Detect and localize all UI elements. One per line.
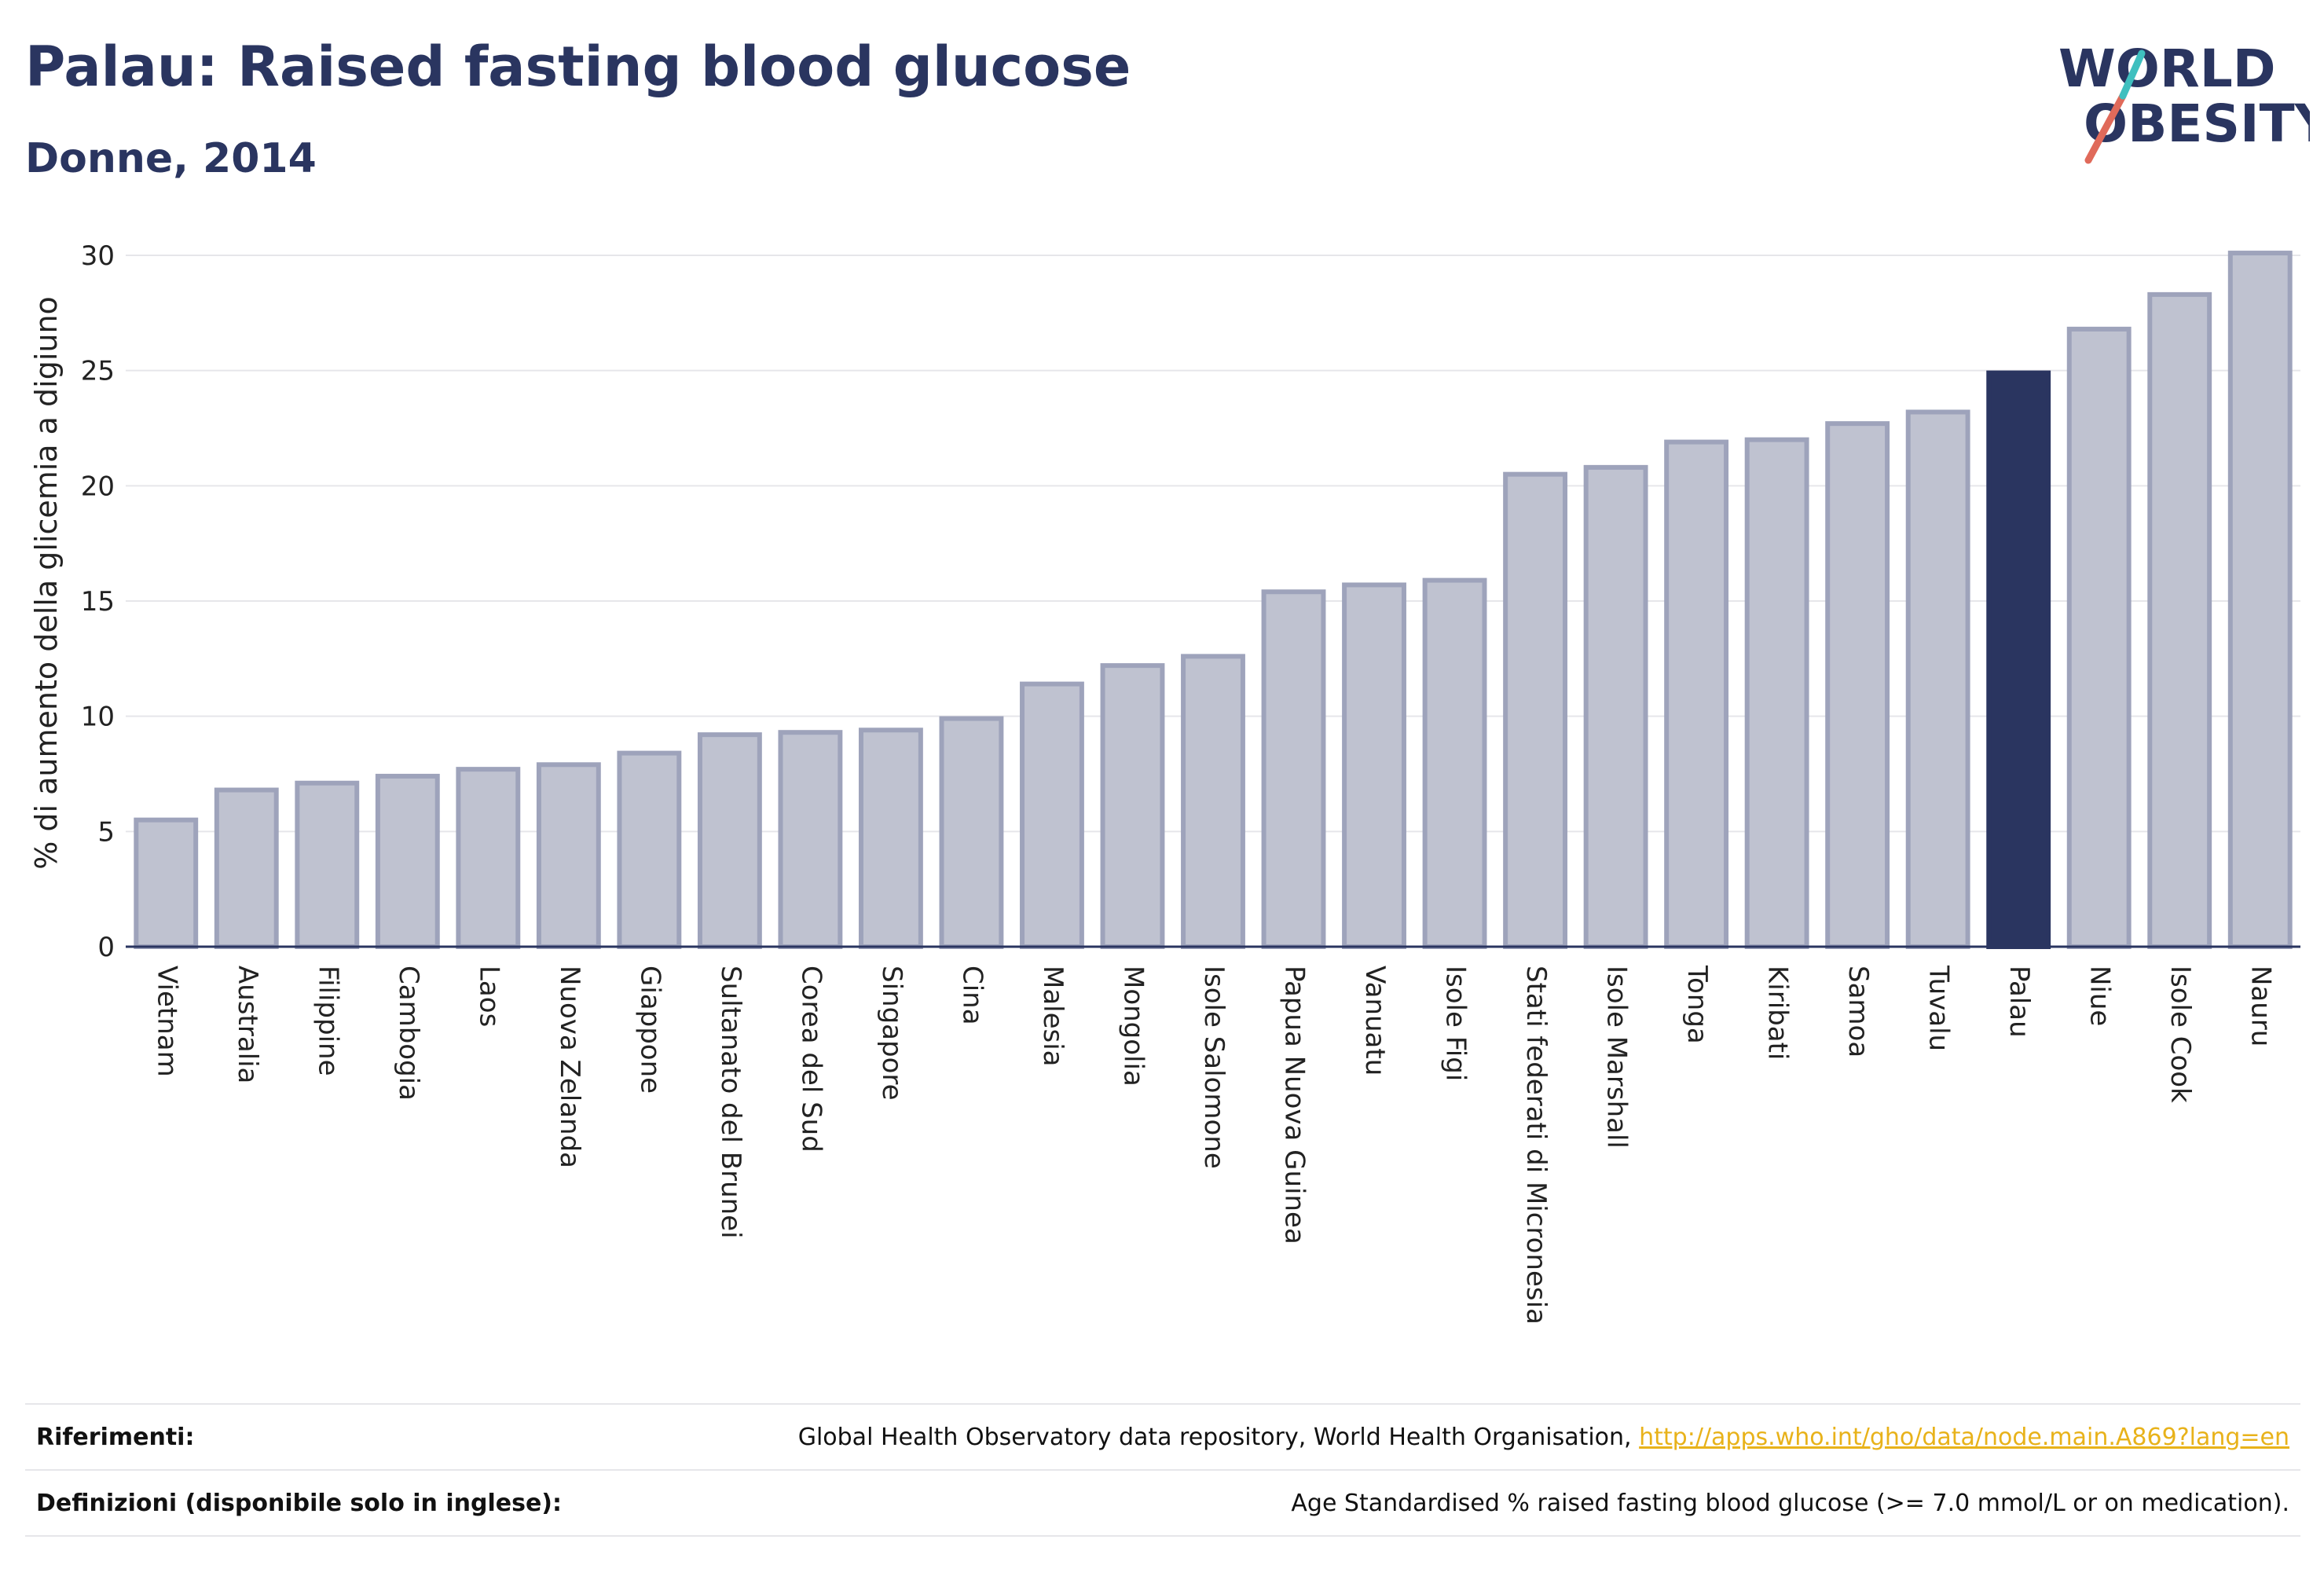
bar-isole-marshall[interactable] — [1583, 464, 1648, 949]
x-tick-label: Isole Salomone — [1198, 966, 1230, 1169]
bar-filippine[interactable] — [295, 780, 360, 949]
definitions-text: Age Standardised % raised fasting blood … — [1291, 1489, 2289, 1517]
bar-vanuatu[interactable] — [1342, 582, 1406, 949]
world-obesity-logo[interactable]: WORLD OBESITY — [2043, 22, 2310, 171]
bar-samoa[interactable] — [1825, 421, 1890, 949]
y-tick-label: 10 — [81, 702, 115, 733]
bar-papua-nuova-guinea[interactable] — [1261, 589, 1326, 949]
x-axis-ticks: Vietnam Australia Filippine Cambogia Laos Nuo… — [151, 965, 2276, 1325]
x-tick-label: Mongolia — [1117, 966, 1149, 1087]
bar-kiribati[interactable] — [1744, 437, 1809, 949]
bar-tuvalu[interactable] — [1905, 409, 1970, 949]
bar-chart: 0 5 10 15 20 25 30 Vietnam Australia Filippine Ca… — [29, 240, 2300, 1325]
y-tick-label: 20 — [81, 471, 115, 502]
definitions-label: Definizioni (disponibile solo in inglese… — [36, 1489, 562, 1517]
y-tick-label: 5 — [97, 816, 115, 848]
references-label: Riferimenti: — [36, 1423, 195, 1451]
x-tick-label: Corea del Sud — [795, 966, 827, 1153]
references-text: Global Health Observatory data repositor… — [797, 1423, 1632, 1451]
x-tick-label: Samoa — [1842, 966, 1874, 1057]
bar-stati-federati-di-micronesia[interactable] — [1503, 471, 1568, 949]
x-tick-label: Isole Marshall — [1601, 966, 1633, 1149]
bar-malesia[interactable] — [1020, 681, 1084, 949]
bar-corea-del-sud[interactable] — [778, 730, 843, 949]
footer: Riferimenti: Global Health Observatory d… — [25, 1403, 2300, 1537]
chart-title: Palau: Raised fasting blood glucose — [25, 35, 1131, 99]
bar-sultanato-del-brunei[interactable] — [697, 732, 762, 950]
definitions-row: Definizioni (disponibile solo in inglese… — [25, 1469, 2300, 1537]
bar-nauru[interactable] — [2227, 251, 2293, 950]
bars — [134, 251, 2293, 950]
y-tick-label: 0 — [97, 932, 115, 963]
x-tick-label: Cambogia — [393, 966, 424, 1101]
x-tick-label: Papua Nuova Guinea — [1279, 966, 1310, 1244]
y-tick-label: 30 — [81, 240, 115, 272]
y-axis-ticks: 0 5 10 15 20 25 30 — [81, 240, 115, 963]
x-tick-label: Malesia — [1037, 966, 1069, 1067]
x-tick-label: Isole Figi — [1440, 966, 1472, 1081]
y-tick-label: 25 — [81, 356, 115, 387]
x-tick-label: Tuvalu — [1923, 965, 1955, 1051]
bar-vietnam[interactable] — [134, 817, 199, 949]
x-tick-label: Australia — [232, 966, 263, 1083]
x-tick-label: Palau — [2003, 966, 2035, 1038]
x-tick-label: Nauru — [2245, 966, 2277, 1046]
references-value: Global Health Observatory data repositor… — [798, 1424, 2300, 1451]
x-tick-label: Laos — [473, 966, 504, 1027]
bar-singapore[interactable] — [858, 728, 923, 949]
bar-palau[interactable] — [1986, 370, 2051, 950]
bar-isole-cook[interactable] — [2147, 291, 2212, 950]
x-tick-label: Giappone — [634, 966, 665, 1094]
x-tick-label: Singapore — [876, 966, 907, 1101]
x-tick-label: Nuova Zelanda — [554, 966, 585, 1168]
x-tick-label: Niue — [2084, 966, 2116, 1026]
bar-tonga[interactable] — [1664, 439, 1729, 949]
bar-mongolia[interactable] — [1100, 663, 1165, 950]
chart-subtitle: Donne, 2014 — [25, 135, 317, 182]
references-link[interactable]: http://apps.who.int/gho/data/node.main.A… — [1639, 1423, 2289, 1451]
y-axis-label: % di aumento della glicemia a digiuno — [29, 296, 64, 870]
bar-australia[interactable] — [214, 787, 279, 949]
bar-nuova-zelanda[interactable] — [536, 762, 601, 949]
bar-niue[interactable] — [2066, 326, 2132, 950]
logo-slash-red — [2084, 92, 2127, 164]
x-tick-label: Vanuatu — [1359, 966, 1391, 1076]
bar-laos[interactable] — [456, 767, 521, 950]
bar-cina[interactable] — [939, 716, 1004, 949]
bar-giappone[interactable] — [617, 750, 682, 949]
bar-isole-figi[interactable] — [1422, 577, 1487, 949]
references-row: Riferimenti: Global Health Observatory d… — [25, 1403, 2300, 1469]
bar-cambogia[interactable] — [375, 773, 440, 950]
x-tick-label: Tonga — [1681, 965, 1713, 1044]
y-tick-label: 15 — [81, 586, 115, 618]
x-tick-label: Vietnam — [151, 966, 182, 1077]
x-tick-label: Filippine — [312, 966, 343, 1076]
x-tick-label: Cina — [956, 966, 988, 1025]
logo-line1: WORLD — [2058, 38, 2276, 99]
x-tick-label: Isole Cook — [2165, 966, 2196, 1103]
bar-isole-salomone[interactable] — [1181, 654, 1245, 950]
logo-slash-teal — [2119, 49, 2146, 100]
x-tick-label: Sultanato del Brunei — [715, 966, 746, 1239]
x-tick-label: Stati federati di Micronesia — [1520, 966, 1552, 1325]
x-tick-label: Kiribati — [1762, 966, 1794, 1060]
